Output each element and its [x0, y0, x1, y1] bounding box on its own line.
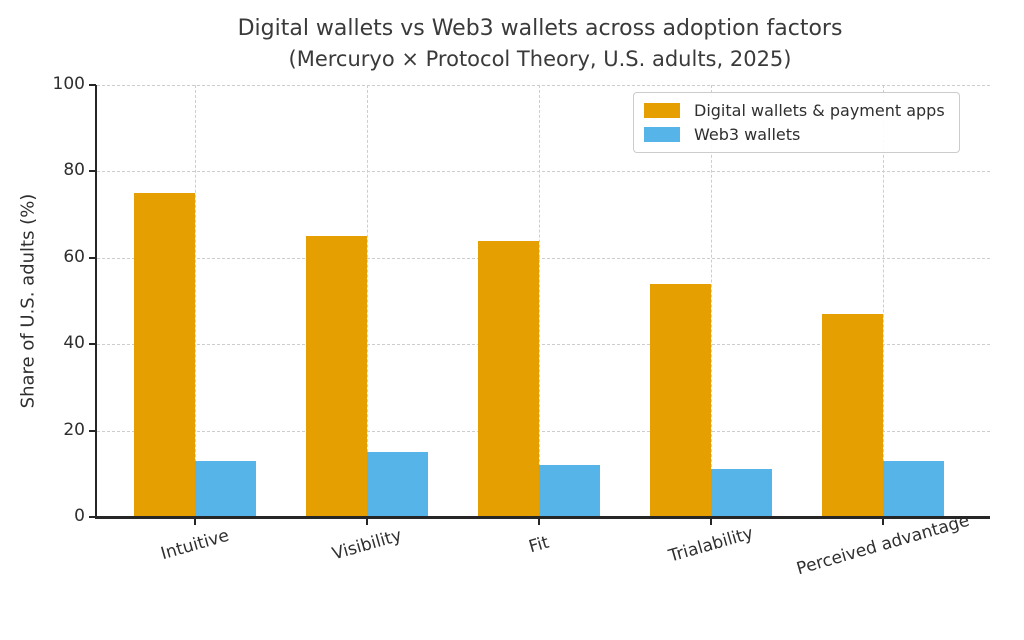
y-tick-mark [89, 256, 96, 259]
x-tick-mark [538, 518, 541, 525]
x-axis-spine [95, 516, 990, 519]
bar-web3-wallets-fit [539, 465, 601, 517]
x-gridline [195, 85, 197, 517]
legend-label: Digital wallets & payment apps [694, 101, 945, 120]
y-axis-spine [95, 85, 97, 519]
y-tick-mark [89, 84, 96, 86]
legend: Digital wallets & payment apps Web3 wall… [633, 92, 960, 153]
y-tick-label: 60 [63, 246, 85, 267]
chart-subtitle: (Mercuryo × Protocol Theory, U.S. adults… [288, 47, 792, 71]
y-tick-label: 100 [52, 74, 85, 94]
x-gridline [711, 85, 713, 517]
bar-web3-wallets-trialability [711, 469, 773, 517]
chart-title: Digital wallets vs Web3 wallets across a… [237, 16, 843, 41]
bar-web3-wallets-perceived-advantage [883, 460, 945, 517]
y-tick-mark [89, 429, 96, 432]
x-tick-label: Intuitive [158, 525, 232, 565]
y-gridline [97, 430, 990, 432]
y-tick-mark [89, 516, 96, 518]
y-gridline [97, 344, 990, 346]
y-axis-label: Share of U.S. adults (%) [17, 193, 39, 409]
x-tick-mark [710, 518, 713, 525]
x-gridline [539, 85, 541, 517]
y-tick-mark [89, 343, 96, 346]
x-tick-label: Fit [526, 532, 552, 558]
y-gridline [97, 171, 990, 173]
x-tick-mark [882, 518, 885, 525]
bar-digital-wallets-intuitive [134, 193, 196, 517]
bar-digital-wallets-visibility [306, 236, 368, 517]
y-tick-label: 40 [63, 333, 85, 354]
x-gridline [367, 85, 369, 517]
x-tick-mark [194, 518, 197, 525]
bar-digital-wallets-perceived-advantage [822, 313, 884, 517]
bar-web3-wallets-intuitive [195, 460, 257, 517]
legend-label: Web3 wallets [694, 125, 801, 144]
bar-digital-wallets-fit [478, 240, 540, 517]
bar-web3-wallets-visibility [367, 452, 429, 517]
legend-swatch-web3-wallets [644, 127, 680, 142]
y-tick-mark [89, 170, 96, 173]
y-tick-label: 0 [74, 506, 85, 526]
legend-item: Digital wallets & payment apps [644, 101, 945, 120]
plot-area [95, 85, 990, 519]
bar-digital-wallets-trialability [650, 283, 712, 517]
y-gridline [97, 257, 990, 259]
legend-swatch-digital-wallets [644, 103, 680, 118]
x-tick-label: Trialability [666, 523, 756, 567]
x-gridline [883, 85, 885, 517]
legend-item: Web3 wallets [644, 125, 945, 144]
y-gridline [97, 85, 990, 86]
x-tick-mark [366, 518, 369, 525]
y-tick-label: 80 [63, 160, 85, 181]
x-tick-label: Visibility [330, 525, 405, 565]
y-tick-label: 20 [63, 419, 85, 440]
